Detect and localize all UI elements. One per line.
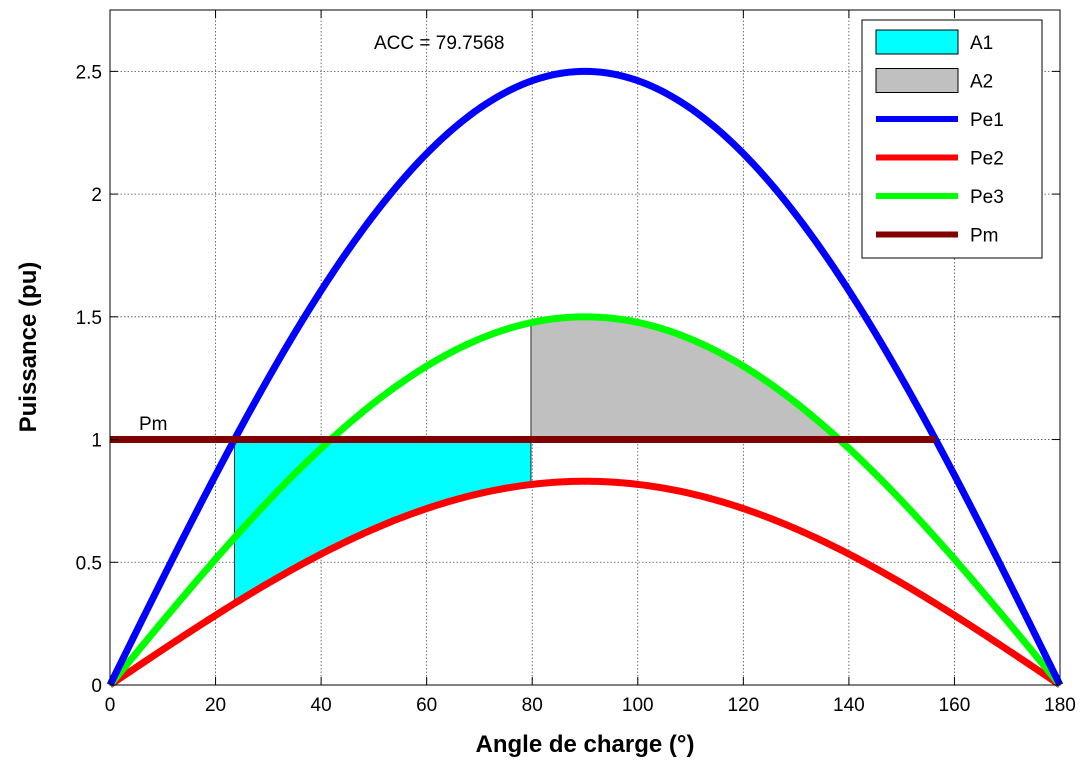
x-tick-label: 100 xyxy=(622,695,654,716)
x-tick-label: 20 xyxy=(205,695,226,716)
plot-frame xyxy=(109,9,1061,686)
y-tick-label: 1 xyxy=(91,431,102,452)
legend-label-a2: A2 xyxy=(970,72,993,93)
x-tick-label: 0 xyxy=(105,695,116,716)
x-tick-label: 180 xyxy=(1044,695,1076,716)
x-axis-title: Angle de charge (°) xyxy=(476,731,695,758)
legend: A1 A2 Pe1 Pe2 Pe3 Pm xyxy=(861,19,1043,259)
legend-box xyxy=(861,19,1043,259)
y-tick-label: 2.5 xyxy=(76,62,102,83)
pm-annotation: Pm xyxy=(139,414,168,435)
x-tick-label: 60 xyxy=(416,695,437,716)
legend-swatch-a1 xyxy=(875,29,959,55)
legend-label-a1: A1 xyxy=(970,33,993,54)
series-line-pe1 xyxy=(106,67,1064,687)
axis-ticks xyxy=(109,10,1061,686)
legend-label-pe1: Pe1 xyxy=(970,110,1004,131)
y-tick-label: 0.5 xyxy=(76,553,102,574)
acc-annotation: ACC = 79.7568 xyxy=(374,33,504,54)
tick-labels: 0 20 40 60 80 100 120 140 160 180 0 0.5 1 1.5 2 2.5 xyxy=(76,62,1076,716)
x-tick-label: 160 xyxy=(939,695,971,716)
legend-label-pe2: Pe2 xyxy=(970,149,1004,170)
y-tick-label: 0 xyxy=(91,676,102,697)
legend-swatch-a2 xyxy=(875,68,959,93)
y-axis-title: Puissance (pu) xyxy=(15,262,42,433)
y-tick-label: 2 xyxy=(91,185,102,206)
series-lines xyxy=(106,67,1064,688)
legend-label-pe3: Pe3 xyxy=(970,187,1004,208)
x-tick-label: 80 xyxy=(522,695,543,716)
x-tick-label: 40 xyxy=(311,695,332,716)
x-tick-label: 120 xyxy=(727,695,759,716)
series-line-pe3 xyxy=(107,313,1063,688)
legend-label-pm: Pm xyxy=(970,226,999,247)
y-tick-label: 1.5 xyxy=(76,308,102,329)
series-line-pe2 xyxy=(108,477,1062,688)
x-tick-label: 140 xyxy=(833,695,865,716)
